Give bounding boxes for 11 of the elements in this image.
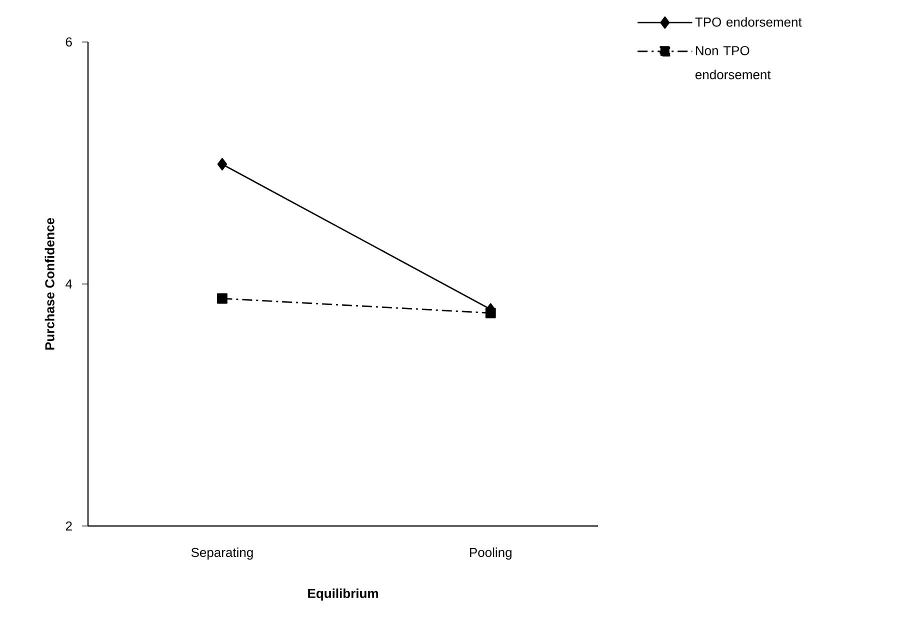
legend-label: Non TPO endorsement bbox=[695, 46, 771, 80]
y-tick-label: 6 bbox=[66, 37, 72, 47]
x-axis-title: Equilibrium bbox=[308, 588, 378, 601]
y-tick-label: 4 bbox=[66, 280, 72, 288]
point bbox=[217, 158, 228, 170]
y-tick-label: 2 bbox=[66, 521, 72, 531]
point bbox=[217, 293, 228, 304]
y-axis-title: Purchase Confidence bbox=[44, 218, 54, 350]
legend-label: TPO endorsement bbox=[695, 17, 802, 27]
x-tick-label: Pooling bbox=[470, 548, 512, 560]
x-tick-label: Separating bbox=[191, 548, 253, 560]
